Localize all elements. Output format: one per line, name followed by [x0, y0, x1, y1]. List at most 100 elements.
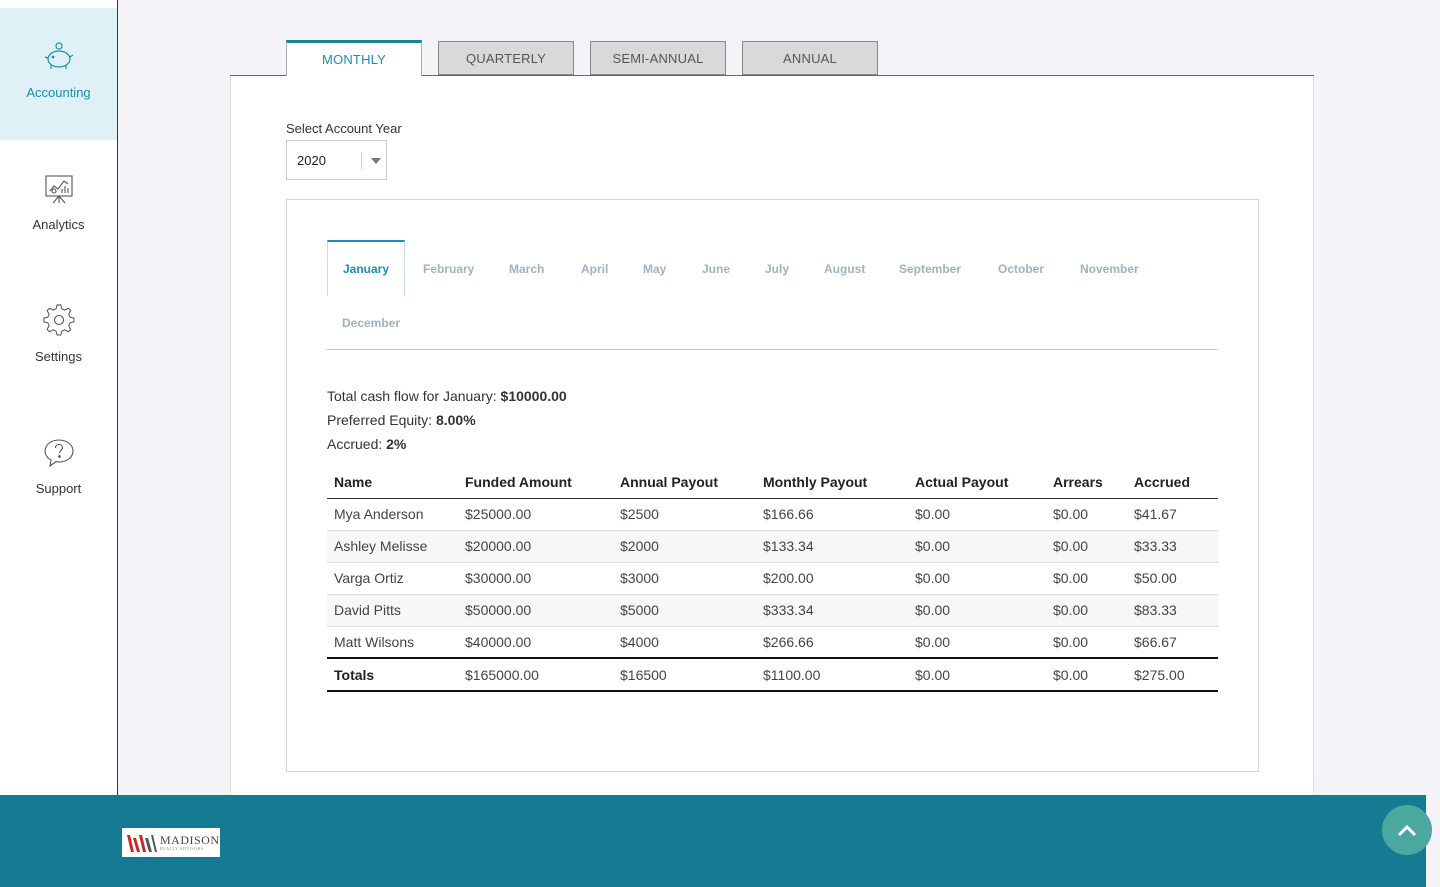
tab-quarterly[interactable]: QUARTERLY — [438, 41, 574, 75]
table-cell: $0.00 — [1046, 658, 1127, 692]
table-cell: $165000.00 — [458, 658, 613, 692]
table-cell: $0.00 — [1046, 562, 1127, 595]
period-tabs: MONTHLY QUARTERLY SEMI-ANNUAL ANNUAL — [230, 40, 1314, 76]
column-header: Actual Payout — [908, 466, 1046, 499]
sidebar-item-label: Accounting — [26, 85, 91, 100]
year-select[interactable]: 2020 — [286, 140, 387, 180]
table-cell: $0.00 — [908, 562, 1046, 595]
column-header: Monthly Payout — [756, 466, 908, 499]
tab-april[interactable]: April — [581, 262, 609, 276]
table-cell: $133.34 — [756, 530, 908, 563]
year-select-value: 2020 — [297, 153, 326, 168]
logo-mark-icon — [127, 834, 157, 852]
table-cell: $41.67 — [1127, 498, 1218, 531]
month-tabs: January February March April May June Ju… — [327, 240, 1217, 350]
table-cell: $4000 — [613, 626, 756, 659]
help-bubble-icon — [43, 439, 74, 468]
payout-table: Name Funded Amount Annual Payout Monthly… — [327, 466, 1218, 692]
table-cell: $1100.00 — [756, 658, 908, 692]
cash-flow-label: Total cash flow for January: — [327, 388, 497, 404]
accrued-summary: Accrued: 2% — [327, 436, 406, 452]
column-header: Annual Payout — [613, 466, 756, 499]
table-cell: $83.33 — [1127, 594, 1218, 627]
table-cell: $16500 — [613, 658, 756, 692]
table-cell: $333.34 — [756, 594, 908, 627]
table-cell: $0.00 — [908, 594, 1046, 627]
sidebar-item-accounting[interactable]: Accounting — [0, 8, 117, 140]
presentation-chart-icon — [44, 175, 73, 204]
sidebar: Accounting Analytics Settings Support — [0, 0, 118, 795]
sidebar-item-support[interactable]: Support — [0, 404, 117, 536]
equity-value: 8.00% — [435, 412, 476, 428]
sidebar-item-settings[interactable]: Settings — [0, 272, 117, 404]
tab-may[interactable]: May — [643, 262, 667, 276]
tab-august[interactable]: August — [824, 262, 866, 276]
gear-icon — [42, 304, 74, 336]
right-margin — [1426, 795, 1440, 887]
table-row: Varga Ortiz $30000.00 $3000 $200.00 $0.0… — [327, 562, 1218, 595]
table-row: David Pitts $50000.00 $5000 $333.34 $0.0… — [327, 594, 1218, 627]
table-cell: $200.00 — [756, 562, 908, 595]
table-cell: $25000.00 — [458, 498, 613, 531]
tab-november[interactable]: November — [1080, 262, 1139, 276]
table-cell: $0.00 — [1046, 530, 1127, 563]
sidebar-item-label: Support — [35, 481, 82, 496]
report-card: January February March April May June Ju… — [286, 199, 1259, 772]
tab-semi-annual[interactable]: SEMI-ANNUAL — [590, 41, 726, 75]
tab-october[interactable]: October — [998, 262, 1045, 276]
tab-march[interactable]: March — [509, 262, 545, 276]
totals-row: Totals $165000.00 $16500 $1100.00 $0.00 … — [327, 658, 1218, 692]
table-cell: Varga Ortiz — [327, 562, 458, 595]
cash-flow-value: $10000.00 — [500, 388, 567, 404]
tab-july[interactable]: July — [765, 262, 790, 276]
footer: MADISON REALTY ADVISORS — [0, 795, 1426, 887]
table-cell: $30000.00 — [458, 562, 613, 595]
table-cell: $266.66 — [756, 626, 908, 659]
accrued-label: Accrued: — [327, 436, 383, 452]
sidebar-item-analytics[interactable]: Analytics — [0, 140, 117, 272]
table-cell: $33.33 — [1127, 530, 1218, 563]
table-cell: $0.00 — [908, 530, 1046, 563]
equity-label: Preferred Equity: — [327, 412, 433, 428]
totals-label: Totals — [327, 658, 458, 692]
tab-january[interactable]: January — [327, 240, 406, 296]
preferred-equity-summary: Preferred Equity: 8.00% — [327, 412, 476, 428]
scroll-to-top-button[interactable] — [1382, 805, 1432, 855]
accrued-value: 2% — [386, 436, 407, 452]
tab-december[interactable]: December — [342, 316, 401, 330]
logo-text: MADISON REALTY ADVISORS — [160, 834, 220, 851]
column-header: Funded Amount — [458, 466, 613, 499]
logo-title: MADISON — [160, 833, 220, 847]
table-cell: $275.00 — [1127, 658, 1218, 692]
table-cell: $0.00 — [1046, 498, 1127, 531]
table-cell: $0.00 — [908, 498, 1046, 531]
table-cell: $50000.00 — [458, 594, 613, 627]
company-logo: MADISON REALTY ADVISORS — [122, 828, 220, 857]
table-cell: $66.67 — [1127, 626, 1218, 659]
cash-flow-summary: Total cash flow for January: $10000.00 — [327, 388, 567, 404]
tab-monthly[interactable]: MONTHLY — [286, 40, 422, 76]
tab-september[interactable]: September — [899, 262, 962, 276]
table-cell: $5000 — [613, 594, 756, 627]
tab-june[interactable]: June — [702, 262, 731, 276]
table-cell: David Pitts — [327, 594, 458, 627]
chevron-up-icon — [1397, 824, 1417, 837]
table-cell: $0.00 — [1046, 594, 1127, 627]
sidebar-item-label: Settings — [35, 349, 82, 364]
table-cell: $3000 — [613, 562, 756, 595]
column-header: Accrued — [1127, 466, 1218, 499]
piggy-bank-icon — [44, 42, 73, 69]
table-row: Matt Wilsons $40000.00 $4000 $266.66 $0.… — [327, 626, 1218, 659]
table-cell: $166.66 — [756, 498, 908, 531]
table-cell: $40000.00 — [458, 626, 613, 659]
tab-annual[interactable]: ANNUAL — [742, 41, 878, 75]
table-cell: $20000.00 — [458, 530, 613, 563]
column-header: Arrears — [1046, 466, 1127, 499]
table-cell: $50.00 — [1127, 562, 1218, 595]
table-cell: $2000 — [613, 530, 756, 563]
tab-february[interactable]: February — [423, 262, 475, 276]
table-row: Ashley Melisse $20000.00 $2000 $133.34 $… — [327, 530, 1218, 563]
table-cell: $0.00 — [908, 658, 1046, 692]
table-cell: Matt Wilsons — [327, 626, 458, 659]
year-select-label: Select Account Year — [286, 121, 402, 136]
